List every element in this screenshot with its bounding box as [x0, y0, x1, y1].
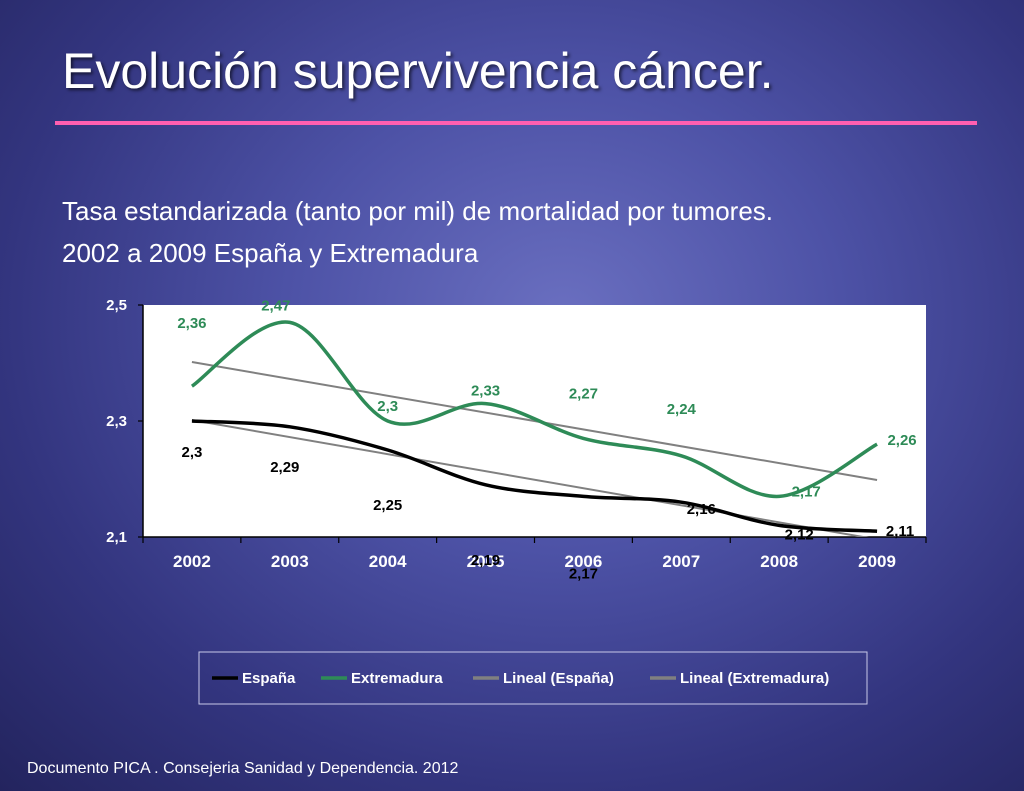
data-label-espana: 2,29	[270, 459, 299, 476]
title-underline	[55, 121, 977, 125]
x-tick-label: 2006	[565, 552, 603, 571]
data-label-extremadura: 2,33	[471, 383, 500, 400]
series-line-extremadura	[190, 320, 878, 499]
data-label-espana: 2,12	[785, 526, 814, 543]
data-label-extremadura: 2,47	[261, 297, 290, 314]
trendline-espana	[191, 419, 870, 537]
y-tick-label: 2,5	[106, 297, 127, 314]
legend-label: Lineal (España)	[503, 670, 614, 687]
data-label-espana: 2,19	[471, 552, 500, 569]
series-line-espana	[191, 419, 878, 533]
y-tick-label: 2,3	[106, 413, 127, 430]
page-title: Evolución supervivencia cáncer.	[62, 43, 774, 99]
x-tick-label: 2009	[858, 552, 896, 571]
trendline-extremadura	[191, 361, 878, 481]
data-label-extremadura: 2,36	[177, 315, 206, 332]
x-tick-label: 2002	[173, 552, 211, 571]
x-tick-label: 2003	[271, 552, 309, 571]
data-label-extremadura: 2,3	[377, 398, 398, 415]
data-label-espana: 2,17	[569, 565, 598, 582]
data-label-espana: 2,16	[687, 501, 716, 518]
data-label-extremadura: 2,24	[667, 401, 697, 418]
x-tick-label: 2007	[662, 552, 700, 571]
legend-box	[198, 651, 868, 705]
legend-label: Extremadura	[351, 670, 443, 687]
data-label-extremadura: 2,17	[792, 483, 821, 500]
y-tick-label: 2,1	[106, 529, 127, 546]
data-label-extremadura: 2,27	[569, 385, 598, 402]
x-tick-label: 2005	[467, 552, 505, 571]
x-tick-label: 2008	[760, 552, 798, 571]
data-label-espana: 2,25	[373, 497, 402, 514]
data-label-espana: 2,3	[182, 444, 203, 461]
data-label-espana: 2,11	[886, 523, 914, 540]
data-label-extremadura: 2,26	[887, 432, 916, 449]
legend-label: Lineal (Extremadura)	[680, 670, 829, 687]
source-footer: Documento PICA . Consejeria Sanidad y De…	[27, 760, 459, 777]
chart-description-line-2: 2002 a 2009 España y Extremadura	[62, 238, 479, 268]
legend-label: España	[242, 670, 296, 687]
chart-description-line-1: Tasa estandarizada (tanto por mil) de mo…	[62, 196, 774, 226]
x-tick-label: 2004	[369, 552, 407, 571]
